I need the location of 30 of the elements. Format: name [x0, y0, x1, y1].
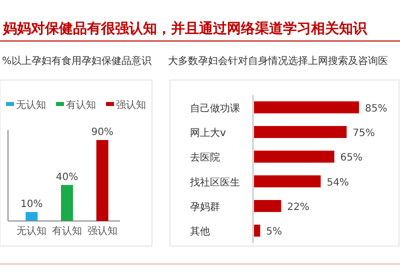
x-tick-label: 无认知	[16, 225, 47, 237]
data-label: 40%	[56, 172, 78, 183]
legend-label: 强认知	[116, 99, 146, 111]
bar	[254, 175, 321, 188]
data-label: 10%	[20, 199, 43, 210]
legend-label: 无认知	[16, 99, 46, 111]
bar	[254, 150, 334, 163]
y-tick-label: 网上大v	[190, 127, 226, 139]
chart-title: 大多数孕妇会针对自身情况选择上网搜索及咨询医	[168, 55, 388, 67]
data-label: 90%	[91, 127, 114, 138]
bar	[254, 126, 347, 138]
y-tick-label: 找社区医生	[189, 176, 240, 188]
y-tick-label: 其他	[190, 226, 210, 238]
y-tick-label: 自己做功课	[190, 102, 240, 114]
data-label: 75%	[352, 128, 375, 139]
data-label: 85%	[365, 103, 388, 114]
data-label: 5%	[266, 226, 282, 238]
legend-label: 有认知	[66, 99, 96, 111]
y-tick-label: 孕妈群	[190, 201, 220, 213]
x-tick-label: 强认知	[87, 225, 118, 237]
text: 妈妈对保健品有很强认知，并且通过网络渠道学习相关知识	[2, 20, 368, 37]
x-tick-label: 有认知	[52, 225, 82, 237]
bar	[254, 200, 282, 212]
data-label: 65%	[340, 152, 363, 164]
y-tick-label: 去医院	[190, 152, 220, 164]
data-label: 22%	[287, 202, 310, 213]
data-label: 54%	[326, 177, 349, 188]
chart-title: %以上孕妇有食用孕妇保健品意识	[2, 55, 152, 67]
bar	[254, 101, 359, 114]
bar	[254, 224, 260, 237]
